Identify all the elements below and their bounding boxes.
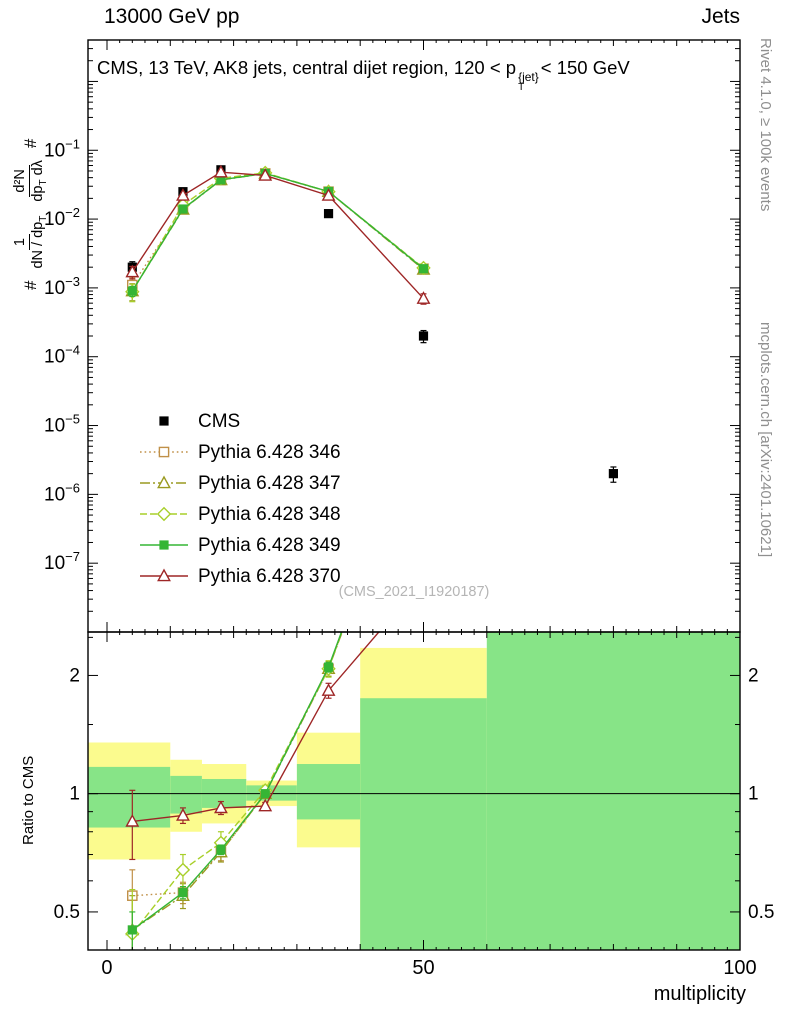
series-top-CMS [127, 165, 618, 483]
top-panel-frame [87, 39, 741, 633]
legend-label: CMS [198, 411, 240, 432]
pt-subscript: T [518, 82, 525, 94]
frac-denominator: dpT dλ [30, 158, 49, 204]
rivet-version-note: Rivet 4.1.0, ≥ 100k events [757, 38, 774, 212]
legend-label: Pythia 6.428 348 [198, 504, 341, 525]
hash-symbol: # [20, 280, 40, 290]
series-top-Pythia 6.428 347 [125, 166, 431, 302]
top-y-axis-label: # 1 dN / dpT d²N dpT dλ # [12, 139, 49, 290]
log-tick-label: 10−1 [44, 136, 80, 161]
analysis-id-watermark: (CMS_2021_I1920187) [338, 584, 490, 600]
uncertainty-band-green [170, 775, 202, 814]
legend-label: Pythia 6.428 370 [198, 566, 341, 587]
svg-text:1: 1 [69, 784, 80, 805]
legend-label: Pythia 6.428 347 [198, 473, 341, 494]
uncertainty-band-green [486, 632, 740, 950]
series-top-Pythia 6.428 348 [125, 165, 431, 303]
frac-denominator: dN / dpT [30, 214, 49, 271]
series-top-Pythia 6.428 346 [127, 168, 429, 296]
log-tick-label: 10−3 [44, 274, 80, 299]
series-ratio-Pythia 6.428 370 [125, 632, 380, 861]
header-analysis-group: Jets [701, 5, 740, 28]
plot-title-text-end: < 150 GeV [540, 57, 630, 78]
mcplots-reference-note: mcplots.cern.ch [arXiv:2401.10621] [757, 322, 774, 558]
sub-t: T [38, 179, 50, 186]
plot-title-text: CMS, 13 TeV, AK8 jets, central dijet reg… [97, 57, 517, 78]
log-tick-label: 10−2 [44, 205, 80, 230]
log-tick-label: 10−5 [44, 412, 80, 437]
log-tick-label: 10−6 [44, 480, 80, 505]
axis-ticks [88, 39, 741, 951]
plot-title: CMS, 13 TeV, AK8 jets, central dijet reg… [97, 57, 630, 93]
sub-t: T [38, 215, 50, 222]
x-axis-label: multiplicity [653, 983, 746, 1005]
uncertainty-band-green [88, 766, 171, 828]
uncertainty-band-green [246, 785, 297, 801]
differential-fraction: d²N dpT dλ [12, 158, 49, 204]
ratio-uncertainty-bands [88, 632, 740, 950]
series-top-Pythia 6.428 349 [127, 168, 429, 298]
svg-text:2: 2 [748, 665, 759, 686]
header-beam-energy: 13000 GeV pp [104, 5, 240, 28]
svg-text:50: 50 [412, 957, 434, 979]
legend-label: Pythia 6.428 346 [198, 442, 341, 463]
series-ratio-Pythia 6.428 349 [127, 632, 343, 950]
svg-text:0: 0 [101, 957, 112, 979]
frac-numerator: 1 [12, 234, 31, 251]
hash-symbol: # [20, 138, 40, 149]
ratio-panel-frame [87, 631, 741, 951]
log-tick-label: 10−7 [44, 549, 80, 574]
dlambda-text: dλ [30, 160, 47, 180]
legend-label: Pythia 6.428 349 [198, 535, 341, 556]
series-top-Pythia 6.428 370 [125, 164, 431, 305]
uncertainty-band-green [296, 764, 361, 820]
svg-text:100: 100 [723, 957, 756, 979]
ratio-y-axis-label: Ratio to CMS [20, 755, 37, 845]
dpt-text: dp [30, 185, 47, 202]
frac-numerator: d²N [12, 165, 31, 197]
svg-text:0.5: 0.5 [748, 902, 774, 923]
pt-superscript: {jet} [518, 70, 539, 84]
legend: CMS Pythia 6.428 346 Pythia 6.428 347 Pythi… [140, 411, 341, 587]
uncertainty-band-green [360, 698, 487, 950]
svg-text:1: 1 [748, 784, 759, 805]
normalization-fraction: 1 dN / dpT [12, 214, 49, 271]
log-tick-label: 10−4 [44, 343, 80, 368]
dn-dpt-text: dN / dp [30, 221, 47, 269]
axis-tick-labels: 10−1 10−2 10−3 10−4 10−5 10−6 10−7 0.5 0.5 1 1 2 2 0 5… [44, 136, 774, 979]
svg-text:0.5: 0.5 [54, 902, 80, 923]
pt-jet-notation: {jet} T [518, 70, 539, 94]
svg-text:2: 2 [69, 665, 80, 686]
